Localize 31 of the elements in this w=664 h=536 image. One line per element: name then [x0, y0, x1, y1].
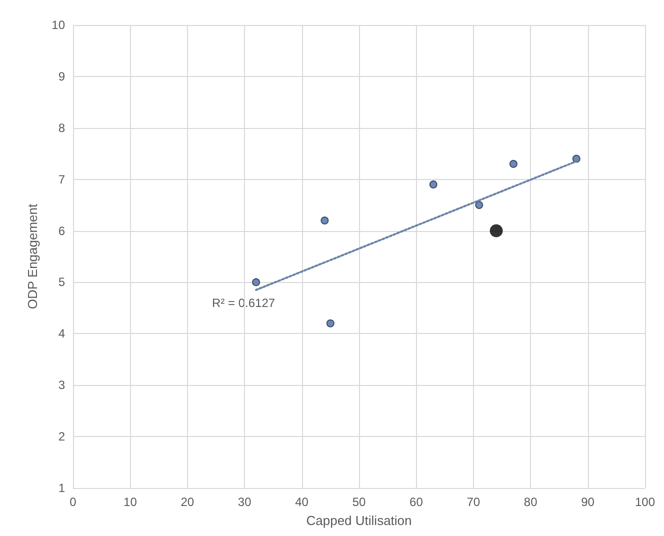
point [429, 180, 438, 188]
point [252, 278, 260, 286]
x-tick-label: 70 [466, 495, 480, 509]
y-tick-label: 1 [58, 481, 66, 495]
x-tick-label: 50 [352, 495, 366, 509]
y-tick-label: 2 [58, 430, 66, 444]
annotation: R² = 0.6127 [212, 296, 276, 310]
y-tick-label: 3 [58, 378, 66, 392]
y-tick-label: 10 [52, 18, 66, 32]
y-tick-label: 4 [58, 326, 66, 341]
y-tick-label: 6 [58, 224, 66, 238]
x-tick-label: 30 [238, 495, 252, 509]
x-axis-title: Capped Utilisation [306, 513, 412, 528]
y-tick-label: 9 [58, 69, 66, 84]
x-tick-label: 20 [180, 495, 194, 509]
point [490, 224, 503, 238]
x-tick-label: 90 [581, 495, 595, 509]
y-axis-title: ODP Engagement [25, 203, 40, 310]
x-tick-label: 0 [70, 495, 77, 509]
x-tick-label: 80 [524, 495, 538, 509]
y-tick-label: 7 [58, 172, 66, 186]
y-tick-label: 5 [58, 275, 66, 290]
x-tick-label: 100 [634, 495, 656, 509]
x-tick-label: 40 [295, 495, 309, 509]
x-tick-label: 10 [124, 495, 138, 509]
point [475, 201, 484, 210]
y-tick-label: 8 [58, 120, 66, 135]
x-tick-label: 60 [410, 495, 424, 509]
point [320, 216, 329, 224]
point [509, 160, 518, 168]
point [326, 319, 334, 328]
